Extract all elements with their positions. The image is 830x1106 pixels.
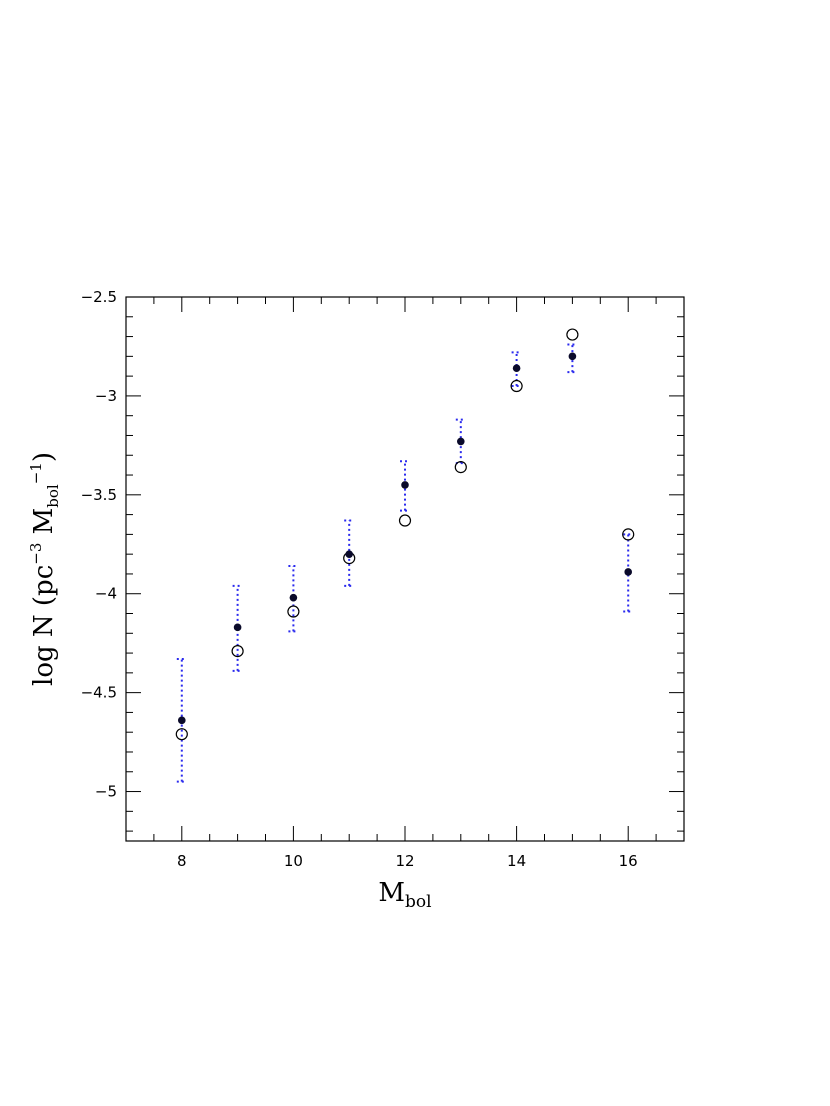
axis-ticks	[125, 296, 685, 841]
data-points	[175, 328, 635, 741]
x-axis-label-sub: bol	[405, 892, 432, 912]
filled-point	[568, 352, 577, 361]
plot-frame	[125, 296, 685, 842]
open-point	[287, 605, 300, 618]
y-axis-label-sub: bol	[44, 484, 62, 508]
y-axis-label-close: )	[29, 452, 59, 462]
open-point	[398, 514, 412, 527]
y-tick-label: −2.5	[81, 288, 117, 306]
y-axis-label: log N (pc−3 Mbol−1)	[27, 452, 62, 686]
open-point	[622, 528, 635, 541]
filled-point	[233, 623, 242, 632]
open-point	[175, 728, 188, 741]
open-point	[510, 379, 523, 393]
x-tick-label: 10	[284, 852, 303, 870]
open-point	[231, 644, 244, 658]
error-bars	[176, 343, 634, 783]
axis-tick-labels: 8 10 12 14 16 −5 −4.5 −4 −3.5 −3 −2.5	[81, 288, 638, 870]
x-axis-label-main: M	[378, 878, 405, 908]
filled-point	[345, 550, 354, 558]
filled-point	[401, 481, 409, 489]
filled-point	[512, 364, 521, 373]
open-point	[454, 461, 467, 474]
filled-point	[289, 593, 298, 602]
y-axis-label-exp2: −1	[27, 462, 45, 484]
x-tick-label: 14	[507, 852, 526, 870]
y-tick-label: −3	[95, 387, 117, 405]
x-tick-label: 16	[619, 852, 638, 870]
y-tick-label: −4.5	[81, 684, 117, 702]
filled-point	[457, 437, 465, 446]
y-tick-label: −3.5	[81, 486, 117, 504]
open-point	[566, 328, 579, 341]
x-tick-label: 12	[395, 852, 414, 870]
y-axis-label-m: M	[29, 508, 59, 543]
y-tick-label: −5	[95, 783, 117, 801]
y-axis-label-exp1: −3	[27, 543, 45, 565]
y-tick-label: −4	[95, 585, 117, 603]
x-tick-label: 8	[177, 852, 187, 870]
x-axis-label: Mbol	[378, 878, 431, 912]
y-axis-label-main: log N (pc	[29, 565, 59, 686]
filled-point	[178, 716, 186, 725]
filled-point	[624, 568, 632, 576]
